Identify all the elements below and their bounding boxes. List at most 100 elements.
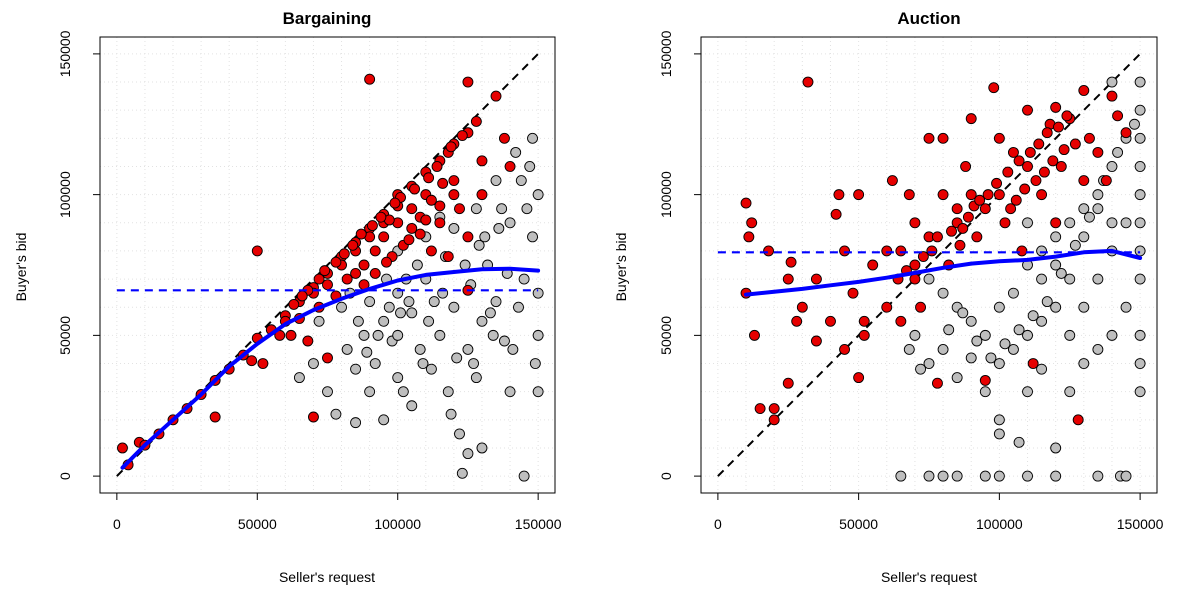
data-point-grey bbox=[507, 343, 519, 355]
data-point-grey bbox=[378, 414, 390, 426]
data-point-red bbox=[369, 245, 381, 257]
data-point-red bbox=[406, 203, 418, 215]
x-tick-label: 100000 bbox=[374, 516, 421, 532]
data-point-red bbox=[425, 194, 437, 206]
data-point-grey bbox=[350, 363, 362, 375]
data-point-grey bbox=[1036, 273, 1048, 285]
data-point-grey bbox=[1022, 217, 1033, 229]
data-point-red bbox=[476, 189, 488, 201]
data-point-red bbox=[782, 377, 794, 389]
data-point-grey bbox=[1134, 329, 1146, 341]
data-point-grey bbox=[1106, 161, 1118, 172]
data-point-grey bbox=[957, 307, 969, 319]
data-point-grey bbox=[369, 358, 381, 369]
data-point-grey bbox=[406, 400, 418, 412]
data-point-red bbox=[895, 245, 907, 257]
data-point-red bbox=[962, 211, 974, 223]
data-point-red bbox=[881, 301, 893, 313]
data-point-red bbox=[1027, 358, 1039, 369]
data-point-grey bbox=[490, 296, 502, 308]
data-point-grey bbox=[1092, 189, 1104, 201]
x-tick-label: 100000 bbox=[976, 516, 1023, 532]
data-point-grey bbox=[1007, 343, 1019, 355]
data-point-grey bbox=[308, 358, 319, 369]
y-axis-label: Buyer's bid bbox=[13, 233, 29, 302]
data-point-red bbox=[313, 273, 325, 285]
data-point-grey bbox=[428, 296, 440, 308]
data-point-grey bbox=[923, 470, 935, 482]
data-point-grey bbox=[1022, 470, 1033, 482]
data-point-red bbox=[437, 177, 449, 189]
data-point-red bbox=[1016, 245, 1028, 257]
data-point-grey bbox=[993, 470, 1005, 482]
data-point-red bbox=[839, 245, 851, 257]
data-point-red bbox=[1013, 155, 1025, 167]
data-point-red bbox=[409, 183, 421, 195]
data-point-red bbox=[1024, 146, 1036, 158]
data-point-grey bbox=[1007, 287, 1019, 299]
data-point-grey bbox=[513, 301, 524, 313]
data-point-grey bbox=[518, 470, 530, 482]
data-point-grey bbox=[352, 315, 364, 327]
data-point-grey bbox=[350, 417, 362, 429]
data-point-grey bbox=[1036, 315, 1048, 327]
data-point-red bbox=[296, 290, 308, 302]
data-point-red bbox=[462, 231, 474, 243]
data-point-grey bbox=[1134, 273, 1146, 285]
data-point-grey bbox=[493, 222, 505, 234]
data-point-red bbox=[209, 411, 221, 423]
data-point-red bbox=[366, 220, 378, 232]
data-point-red bbox=[749, 329, 760, 341]
data-point-red bbox=[1047, 155, 1059, 167]
data-point-red bbox=[853, 372, 865, 384]
data-point-grey bbox=[951, 470, 963, 482]
data-point-red bbox=[768, 414, 780, 426]
data-point-grey bbox=[470, 372, 482, 384]
data-point-grey bbox=[456, 467, 468, 479]
data-point-grey bbox=[397, 386, 409, 398]
data-point-grey bbox=[1036, 245, 1048, 257]
data-point-red bbox=[830, 208, 842, 220]
data-point-grey bbox=[1134, 104, 1146, 116]
data-point-grey bbox=[411, 259, 423, 271]
data-point-grey bbox=[459, 259, 471, 271]
data-point-grey bbox=[448, 222, 460, 234]
x-axis-label: Seller's request bbox=[279, 569, 375, 585]
x-tick-label: 150000 bbox=[515, 516, 562, 532]
data-point-red bbox=[960, 161, 972, 172]
y-axis-label: Buyer's bid bbox=[613, 233, 629, 302]
data-point-red bbox=[923, 132, 935, 144]
data-point-grey bbox=[395, 307, 406, 319]
data-point-red bbox=[1036, 189, 1048, 201]
data-point-grey bbox=[1120, 470, 1132, 482]
data-point-red bbox=[858, 329, 870, 341]
smooth-curve bbox=[120, 266, 541, 470]
data-point-red bbox=[965, 189, 977, 201]
data-point-grey bbox=[293, 372, 305, 384]
data-point-grey bbox=[915, 363, 927, 375]
data-point-red bbox=[839, 343, 851, 355]
data-point-red bbox=[1030, 175, 1042, 187]
data-point-grey bbox=[518, 273, 530, 285]
data-point-red bbox=[364, 73, 376, 85]
data-point-grey bbox=[383, 301, 395, 313]
data-point-red bbox=[754, 403, 766, 415]
data-point-grey bbox=[1129, 118, 1140, 130]
data-point-red bbox=[946, 225, 957, 237]
data-point-red bbox=[746, 217, 758, 229]
data-point-red bbox=[881, 245, 893, 257]
data-point-red bbox=[999, 217, 1011, 229]
data-point-grey bbox=[1050, 259, 1062, 271]
plot-frame bbox=[99, 36, 556, 494]
data-point-red bbox=[347, 239, 359, 251]
data-point-grey bbox=[313, 315, 325, 327]
data-point-red bbox=[993, 132, 1005, 144]
data-point-red bbox=[785, 256, 797, 268]
data-point-red bbox=[858, 315, 870, 327]
data-point-red bbox=[504, 161, 516, 172]
data-point-grey bbox=[999, 338, 1011, 350]
y-tick-label: 0 bbox=[658, 472, 674, 480]
data-point-grey bbox=[468, 358, 479, 369]
data-point-red bbox=[979, 203, 991, 215]
data-point-grey bbox=[417, 358, 429, 369]
